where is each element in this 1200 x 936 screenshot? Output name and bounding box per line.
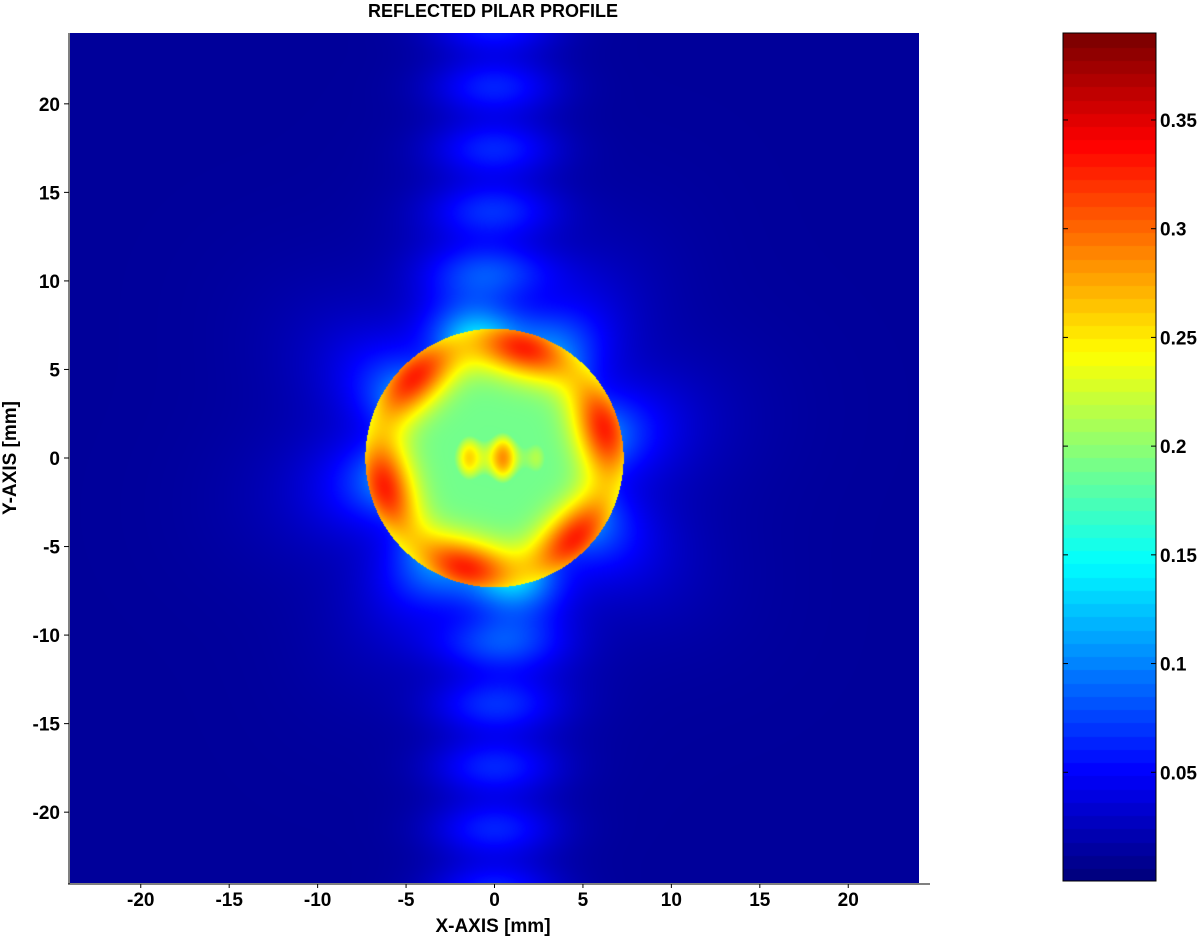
x-tick-label: 0 (489, 890, 500, 911)
x-tick-label: -20 (127, 890, 154, 911)
y-tick-label: 0 (49, 449, 60, 470)
x-tick-label: -5 (398, 890, 415, 911)
x-tick-label: 15 (749, 890, 771, 911)
chart-title: REFLECTED PILAR PROFILE (368, 1, 618, 21)
heatmap-plot-area (68, 33, 930, 885)
y-tick-label: 20 (39, 95, 60, 116)
colorbar-ticks: 0.05 0.1 0.15 0.2 0.25 0.3 0.35 (1063, 111, 1197, 784)
y-tick-label: 15 (39, 183, 61, 204)
x-tick-label: 5 (578, 890, 589, 911)
colorbar-tick-label: 0.3 (1160, 220, 1186, 241)
colorbar-tick-label: 0.35 (1160, 111, 1197, 132)
x-tick-label: -10 (304, 890, 331, 911)
y-tick-label: -15 (33, 715, 61, 736)
colorbar-tick-label: 0.15 (1160, 546, 1197, 567)
colorbar-tick-label: 0.2 (1160, 437, 1186, 458)
colorbar-tick-label: 0.1 (1160, 655, 1187, 676)
y-tick-label: 5 (49, 360, 60, 381)
x-tick-label: 10 (661, 890, 682, 911)
y-axis-title: Y-AXIS [mm] (0, 401, 21, 515)
colorbar: 0.05 0.1 0.15 0.2 0.25 0.3 0.35 (1062, 32, 1197, 882)
x-tick-label: 20 (838, 890, 859, 911)
colorbar-gradient (1063, 33, 1156, 881)
y-axis-ticks: 20 15 10 5 0 -5 -10 -15 -20 (33, 95, 69, 824)
x-axis-title: X-AXIS [mm] (435, 916, 550, 936)
y-tick-label: 10 (39, 272, 60, 293)
heatmap-image (70, 33, 919, 883)
y-tick-label: -5 (43, 538, 60, 559)
colorbar-frame (1062, 32, 1157, 882)
x-tick-label: -15 (215, 890, 243, 911)
y-tick-label: -20 (33, 803, 60, 824)
colorbar-tick-label: 0.05 (1160, 763, 1197, 784)
x-axis-ticks: -20 -15 -10 -5 0 5 10 15 20 (127, 884, 859, 911)
y-tick-label: -10 (33, 626, 60, 647)
colorbar-tick-label: 0.25 (1160, 328, 1197, 349)
